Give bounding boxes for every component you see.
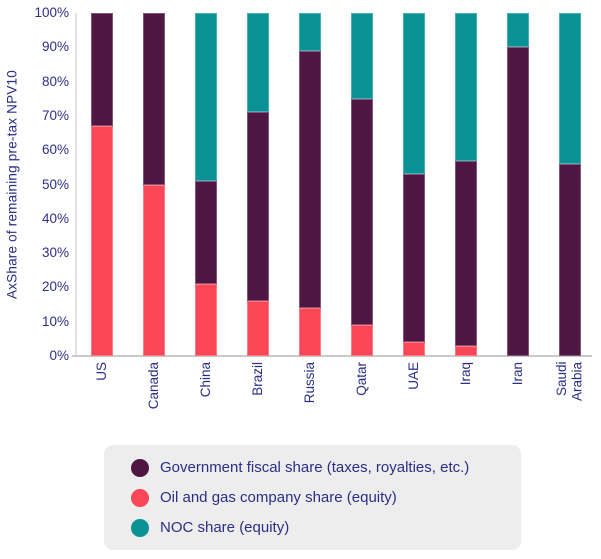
x-tick-label: Brazil <box>249 362 265 396</box>
y-tick-label-30: 30% <box>41 245 69 261</box>
bar-china-company-segment <box>194 283 217 356</box>
bar-us <box>90 13 113 356</box>
bar-iran-noc-segment <box>506 13 529 48</box>
bar-china-noc-segment <box>194 13 217 182</box>
bar-canada-government-segment <box>142 13 165 185</box>
company-swatch-icon <box>131 488 149 507</box>
bar-us-company-segment <box>90 126 113 356</box>
legend-item-noc: NOC share (equity) <box>131 518 521 537</box>
bar-russia-noc-segment <box>298 13 321 51</box>
bar-brazil <box>246 13 269 356</box>
x-tick-label: Canada <box>145 362 161 410</box>
x-tick-label: Russia <box>301 362 317 404</box>
bar-uae-company-segment <box>402 342 425 356</box>
y-tick-label-100: 100% <box>34 5 69 20</box>
legend-panel: Government fiscal share (taxes, royaltie… <box>104 445 521 550</box>
bar-brazil-government-segment <box>246 112 269 302</box>
bar-saudi-arabia <box>558 13 581 356</box>
x-tick-label: Saudi Arabia <box>553 362 585 402</box>
x-tick-label: Iran <box>509 362 525 386</box>
legend-label: Government fiscal share (taxes, royaltie… <box>160 458 470 476</box>
bar-iraq-company-segment <box>454 345 477 356</box>
x-axis-line <box>72 355 592 357</box>
bar-iran <box>506 13 529 356</box>
bar-canada-company-segment <box>142 184 165 356</box>
bar-iran-government-segment <box>506 47 529 356</box>
bar-brazil-noc-segment <box>246 13 269 113</box>
bar-canada <box>142 13 165 356</box>
bar-iraq-noc-segment <box>454 13 477 161</box>
bar-qatar-noc-segment <box>350 13 373 99</box>
bar-iraq-government-segment <box>454 160 477 346</box>
y-tick-label-90: 90% <box>41 39 69 55</box>
legend-item-company: Oil and gas company share (equity) <box>131 488 521 507</box>
bar-china <box>194 13 217 356</box>
y-axis-line <box>75 13 77 356</box>
x-tick-label: US <box>93 362 109 381</box>
government-swatch-icon <box>131 458 149 477</box>
x-tick-label: China <box>197 362 213 398</box>
bar-qatar-company-segment <box>350 325 373 356</box>
bar-iraq <box>454 13 477 356</box>
y-tick-label-50: 50% <box>41 176 69 192</box>
y-tick-label-10: 10% <box>41 313 69 329</box>
x-tick-saudi-arabia: Saudi Arabia <box>530 362 601 401</box>
bar-saudi-arabia-government-segment <box>558 163 581 356</box>
y-tick-label-60: 60% <box>41 142 69 158</box>
bar-uae <box>402 13 425 356</box>
bar-qatar-government-segment <box>350 98 373 326</box>
bar-russia-company-segment <box>298 307 321 356</box>
bar-uae-noc-segment <box>402 13 425 175</box>
y-tick-label-20: 20% <box>41 279 69 295</box>
y-tick-label-80: 80% <box>41 73 69 89</box>
y-tick-label-70: 70% <box>41 107 69 123</box>
bar-saudi-arabia-noc-segment <box>558 13 581 164</box>
x-tick-label: Qatar <box>353 362 369 396</box>
legend-item-government: Government fiscal share (taxes, royaltie… <box>131 458 521 477</box>
bar-us-government-segment <box>90 13 113 127</box>
bar-china-government-segment <box>194 181 217 284</box>
bar-qatar <box>350 13 373 356</box>
y-tick-label-40: 40% <box>41 210 69 226</box>
bar-russia-government-segment <box>298 50 321 308</box>
x-tick-label: UAE <box>405 362 421 390</box>
legend-label: NOC share (equity) <box>160 518 290 536</box>
noc-swatch-icon <box>131 518 149 537</box>
legend-label: Oil and gas company share (equity) <box>160 488 397 506</box>
bar-brazil-company-segment <box>246 301 269 356</box>
bar-russia <box>298 13 321 356</box>
bar-uae-government-segment <box>402 174 425 343</box>
x-tick-label: Iraq <box>457 362 473 386</box>
y-tick-label-0: 0% <box>49 348 69 363</box>
plot-area <box>76 13 591 356</box>
